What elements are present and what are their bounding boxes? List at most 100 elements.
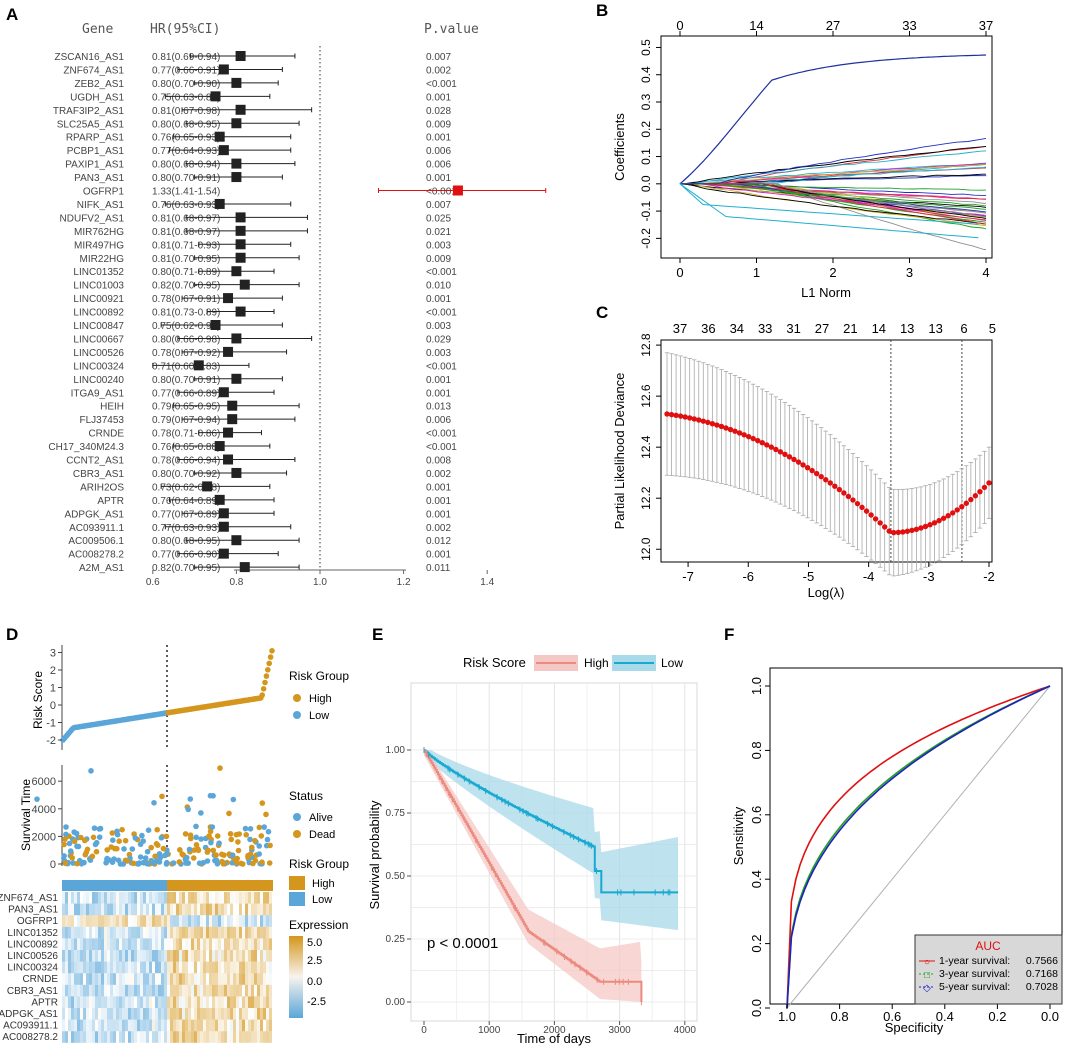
heatmap-cell bbox=[221, 915, 224, 927]
heatmap-cell bbox=[68, 926, 71, 939]
heatmap-cell bbox=[212, 1008, 215, 1020]
roc-xlabel: Specificity bbox=[885, 1020, 944, 1035]
heatmap-cell bbox=[212, 892, 215, 904]
survival-point bbox=[97, 825, 104, 832]
lasso-cv-point bbox=[886, 528, 892, 534]
heatmap-cell bbox=[185, 915, 188, 927]
heatmap-cell bbox=[89, 984, 92, 997]
survival-point bbox=[187, 796, 194, 802]
heatmap-cell bbox=[200, 984, 203, 997]
heatmap-cell bbox=[164, 926, 167, 939]
survival-point bbox=[177, 847, 183, 853]
heatmap-cell bbox=[167, 996, 170, 1008]
heatmap-cell bbox=[200, 926, 203, 939]
heatmap-cell bbox=[116, 1031, 119, 1043]
roc-xtick-label: 1.0 bbox=[778, 1009, 796, 1024]
heatmap-cell bbox=[236, 950, 239, 962]
heatmap-cell bbox=[143, 892, 146, 904]
heatmap-cell bbox=[170, 984, 173, 997]
heatmap-cell bbox=[149, 892, 152, 904]
forest-hr-label: 0.76(0.65-0.93) bbox=[152, 133, 220, 144]
heatmap-cell bbox=[197, 926, 200, 939]
heatmap-cell bbox=[95, 961, 98, 974]
heatmap-cell bbox=[227, 984, 230, 997]
heatmap-cell bbox=[89, 892, 92, 904]
heatmap-cell bbox=[62, 903, 65, 916]
forest-hr-label: 0.76(0.65-0.88) bbox=[152, 442, 220, 453]
heatmap-cell bbox=[101, 950, 104, 962]
forest-gene-label: PAN3_AS1 bbox=[74, 173, 124, 184]
survival-point bbox=[144, 848, 151, 855]
heatmap-cell bbox=[92, 996, 95, 1008]
survival-point bbox=[235, 847, 242, 854]
heatmap-cell bbox=[128, 1031, 131, 1043]
heatmap-cell bbox=[119, 996, 122, 1008]
lasso-coef-toptick-label: 0 bbox=[676, 18, 683, 33]
heatmap-cell bbox=[230, 996, 233, 1008]
heatmap-cell bbox=[62, 984, 65, 997]
forest-gene-label: SLC25A5_AS1 bbox=[57, 119, 125, 130]
forest-gene-label: MIR762HG bbox=[74, 227, 124, 238]
heatmap-cell bbox=[221, 1008, 224, 1020]
lasso-cv-point bbox=[845, 493, 852, 500]
legend-status-dead-dot bbox=[293, 830, 301, 838]
forest-hr-label: 0.77(0.67-0.89) bbox=[152, 509, 220, 520]
lasso-cv-point bbox=[977, 488, 983, 495]
heatmap-cell bbox=[233, 961, 236, 974]
heatmap-cell bbox=[155, 1031, 158, 1043]
heatmap-cell bbox=[191, 996, 194, 1008]
forest-p-label: <0.001 bbox=[426, 361, 457, 372]
heatmap-cell bbox=[236, 904, 239, 916]
heatmap-cell bbox=[218, 938, 221, 950]
lasso-cv-point bbox=[986, 480, 992, 486]
heatmap-cell bbox=[230, 926, 233, 939]
heatmap-cell bbox=[161, 938, 164, 950]
heatmap-cell bbox=[113, 973, 116, 985]
heatmap-cell bbox=[164, 1008, 167, 1020]
heatmap-cell bbox=[137, 915, 140, 927]
lasso-path bbox=[680, 150, 987, 185]
forest-hr-label: 0.77(0.66-0.91) bbox=[152, 65, 220, 76]
heatmap-cell bbox=[176, 984, 179, 997]
heatmap-cell bbox=[74, 950, 77, 962]
survival-point bbox=[264, 836, 271, 843]
forest-gene-label: FLJ37453 bbox=[80, 415, 125, 426]
heatmap-cell bbox=[245, 938, 248, 950]
legend-group-low-swatch bbox=[289, 892, 305, 906]
heatmap-cell bbox=[215, 1019, 218, 1032]
group-bar-low bbox=[62, 880, 167, 891]
heatmap-cell bbox=[182, 926, 185, 939]
lasso-cv-point bbox=[795, 459, 802, 465]
heatmap-cell bbox=[251, 996, 254, 1008]
heatmap-cell bbox=[230, 961, 233, 974]
heatmap-cell bbox=[74, 961, 77, 974]
heatmap-cell bbox=[176, 1019, 179, 1032]
heatmap-cell bbox=[62, 973, 65, 985]
heatmap-cell bbox=[131, 926, 134, 939]
heatmap-cell bbox=[152, 938, 155, 950]
forest-hr-marker bbox=[239, 562, 250, 573]
forest-hr-label: 0.76(0.63-0.93) bbox=[152, 200, 220, 211]
heatmap-cell bbox=[101, 1008, 104, 1020]
lasso-cv-point bbox=[786, 454, 793, 460]
heatmap-cell bbox=[203, 938, 206, 950]
heatmap-cell bbox=[224, 1008, 227, 1020]
heatmap-cell bbox=[260, 1031, 263, 1043]
heatmap-cell bbox=[95, 984, 98, 997]
forest-gene-label: APTR bbox=[97, 496, 124, 507]
heatmap-cell bbox=[218, 892, 221, 904]
heatmap-cell bbox=[245, 926, 248, 939]
legend-status-dead-label: Dead bbox=[309, 829, 335, 841]
heatmap-cell bbox=[188, 962, 191, 974]
heatmap-cell bbox=[179, 892, 182, 904]
forest-hr-marker bbox=[218, 548, 229, 559]
forest-p-label: 0.028 bbox=[426, 106, 451, 117]
heatmap-gene-label: AC093911.1 bbox=[3, 1021, 58, 1032]
heatmap-cell bbox=[203, 1019, 206, 1032]
heatmap-cell bbox=[65, 1008, 68, 1020]
heatmap-cell bbox=[233, 984, 236, 997]
heatmap-cell bbox=[260, 915, 263, 927]
lasso-path bbox=[680, 164, 987, 185]
heatmap-cell bbox=[206, 973, 209, 985]
heatmap-cell bbox=[116, 1019, 119, 1032]
